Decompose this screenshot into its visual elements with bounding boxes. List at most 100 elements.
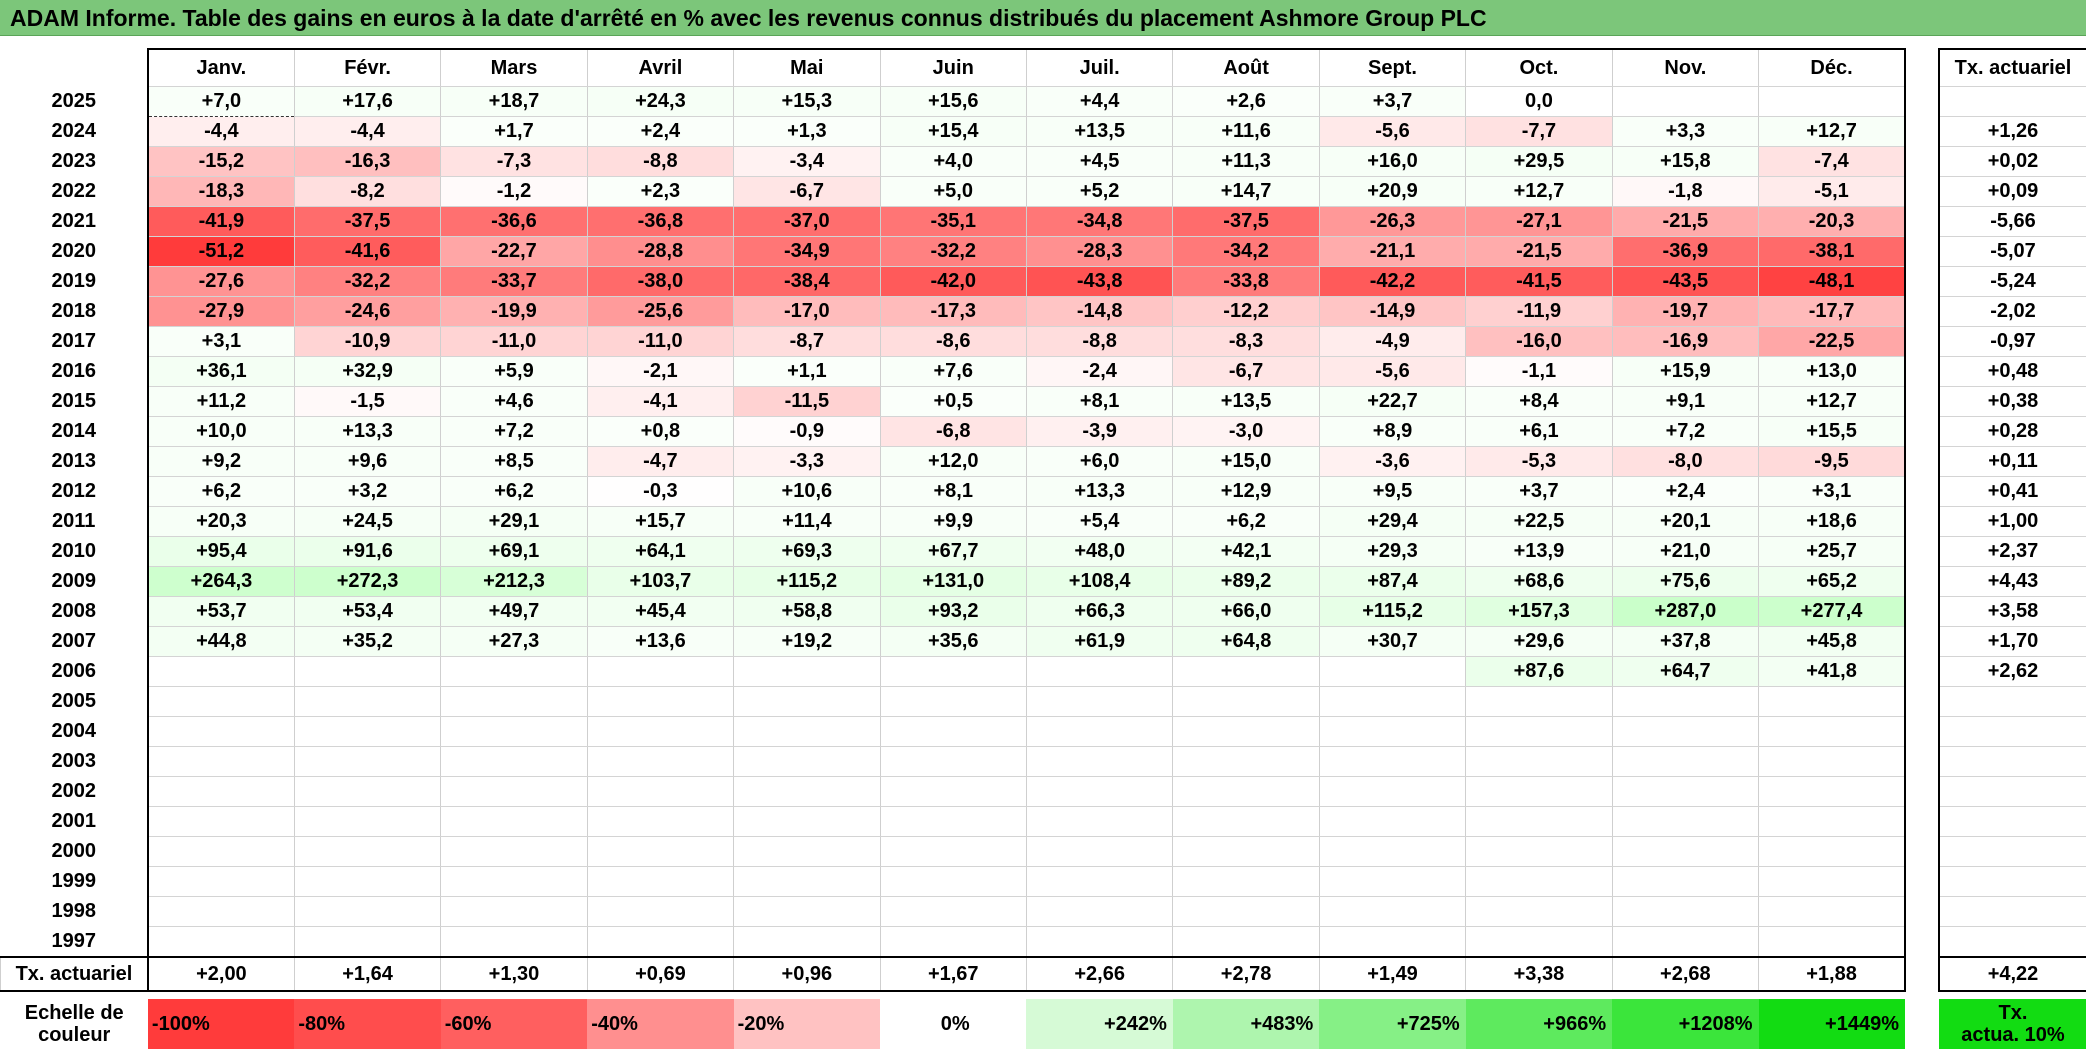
gain-cell [879,836,1027,867]
page-title: ADAM Informe. Table des gains en euros à… [0,0,2086,36]
corner-cell [1,49,148,87]
gain-cell: +10,6 [733,476,881,507]
gain-cell: -11,0 [440,326,588,357]
year-label: 1998 [51,900,96,922]
gain-cell: +5,2 [1025,176,1174,207]
gain-cell: -8,0 [1611,446,1760,477]
gain-cell [1611,86,1760,117]
table-row: 2005 [1,686,1907,717]
totals-label: Tx. actuariel [0,956,149,992]
gain-cell: -8,7 [733,326,881,357]
rate-cell: +2,37 [1938,536,2086,567]
year-label: 2016 [51,360,96,382]
gain-cell: -37,5 [293,206,442,237]
year-label: 2018 [51,300,96,322]
gain-cell [586,866,735,897]
gain-cell: +13,5 [1172,386,1320,417]
gain-cell: +13,9 [1465,536,1613,567]
rate-cell: +1,26 [1938,116,2086,147]
month-header: Août [1172,48,1320,87]
gain-cell: +35,6 [879,626,1027,657]
gain-cell [440,776,588,807]
gain-cell [1465,866,1613,897]
gain-cell: +3,1 [1758,476,1907,507]
rate-cell [1938,896,2086,927]
gain-cell [146,836,295,867]
gain-cell: +24,5 [293,506,442,537]
gain-cell: -7,3 [440,146,588,177]
scale-swatch: -20% [733,999,881,1049]
gain-cell: +64,7 [1611,656,1760,687]
gain-cell: +12,7 [1465,176,1613,207]
rate-cell: -5,66 [1938,206,2086,237]
gain-cell [1611,896,1760,927]
gain-cell: +48,0 [1025,536,1174,567]
gain-cell: +9,1 [1611,386,1760,417]
rate-cell: +2,62 [1938,656,2086,687]
gain-cell [1465,686,1613,717]
gain-cell: -1,1 [1465,356,1613,387]
gain-cell [293,716,442,747]
rate-column: Tx. actuariel +1,26 +0,02 +0,09 -5,66 -5,07 -5… [1938,48,2086,1049]
gain-cell [1172,806,1320,837]
gain-cell: -21,1 [1318,236,1467,267]
gain-cell: -17,7 [1758,296,1907,327]
gain-cell: -14,9 [1318,296,1467,327]
rate-cell: +1,70 [1938,626,2086,657]
month-header: Déc. [1758,48,1907,87]
gain-cell: +4,6 [440,386,588,417]
year-label: 2021 [51,210,96,232]
gain-cell [879,776,1027,807]
gain-cell [1318,896,1467,927]
gain-cell: +0,5 [879,386,1027,417]
gain-cell [1172,926,1320,958]
gain-cell [1025,656,1174,687]
gain-cell: -36,8 [586,206,735,237]
gain-cell [733,656,881,687]
gain-cell: -19,9 [440,296,588,327]
gain-cell [293,746,442,777]
gain-cell: -11,9 [1465,296,1613,327]
gain-cell [440,926,588,958]
table-row: 2017 +3,1 -10,9 -11,0 -11,0 -8,7 -8,6 -8,8 -8,3-… [1,326,1907,357]
gain-cell: -22,7 [440,236,588,267]
gain-cell: -10,9 [293,326,442,357]
gain-cell [586,746,735,777]
gain-cell: -1,2 [440,176,588,207]
gain-cell [146,686,295,717]
gain-cell: -42,2 [1318,266,1467,297]
gain-cell: +3,2 [293,476,442,507]
gains-table: Janv. Févr. Mars Avril Mai Juin Juil. Août Sept.… [0,48,1907,1049]
table-row: 2013 +9,2 +9,6 +8,5 -4,7 -3,3 +12,0 +6,0 +15,0 -3… [1,446,1907,477]
gain-cell [1758,926,1907,958]
table-row: 2004 [1,716,1907,747]
gain-cell [879,746,1027,777]
gain-cell [440,656,588,687]
gain-cell: +64,8 [1172,626,1320,657]
gain-cell: +12,7 [1758,386,1907,417]
gain-cell [879,806,1027,837]
gain-cell: +12,7 [1758,116,1907,147]
gain-cell: +18,7 [440,86,588,117]
gain-cell: -3,4 [733,146,881,177]
gain-cell [586,836,735,867]
gain-cell [440,866,588,897]
gain-cell: +9,5 [1318,476,1467,507]
gain-cell: -33,8 [1172,266,1320,297]
year-label: 1999 [51,870,96,892]
gain-cell: +36,1 [146,356,295,387]
table-row: 2000 [1,836,1907,867]
gain-cell: -11,5 [733,386,881,417]
year-label: 2022 [51,180,96,202]
gain-cell: +8,9 [1318,416,1467,447]
gain-cell: -7,7 [1465,116,1613,147]
rate-cell: +0,38 [1938,386,2086,417]
gain-cell: +5,9 [440,356,588,387]
gain-cell: +2,4 [1611,476,1760,507]
table-row: 2001 [1,806,1907,837]
month-header: Juil. [1025,48,1174,87]
gain-cell: +108,4 [1025,566,1174,597]
gain-cell [879,896,1027,927]
year-label: 2000 [51,840,96,862]
gain-cell: +0,8 [586,416,735,447]
